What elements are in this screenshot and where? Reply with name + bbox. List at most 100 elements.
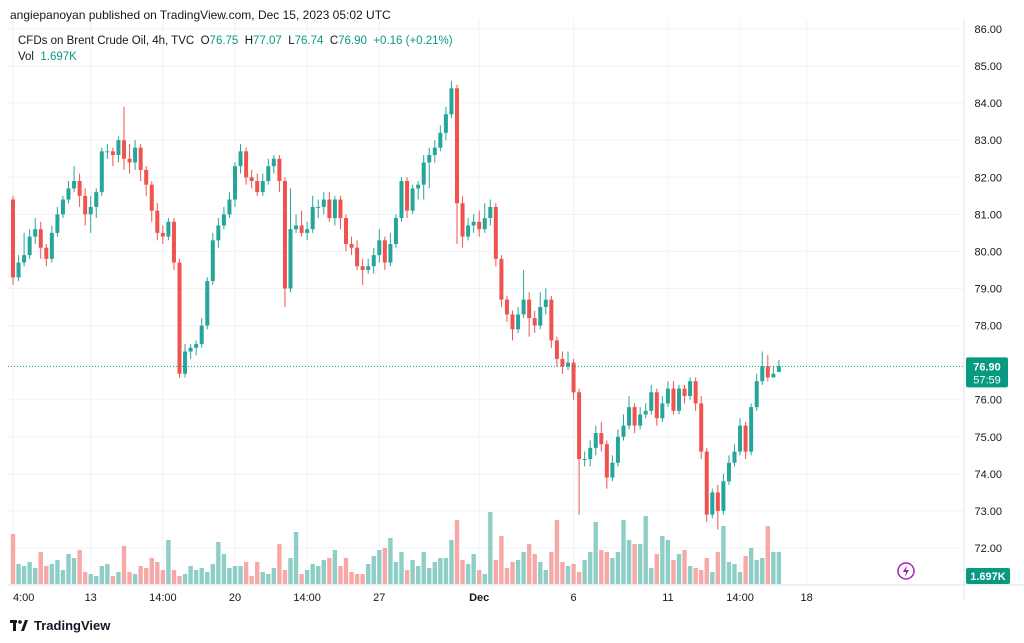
volume-bar (21, 566, 27, 584)
candle-body (238, 151, 243, 167)
volume-bar (521, 552, 526, 584)
volume-bar (615, 552, 621, 584)
candle-body (693, 381, 698, 404)
candle-body (510, 314, 515, 330)
volume-bar (676, 554, 682, 584)
y-tick-label: 78.00 (974, 321, 1002, 333)
symbol-name[interactable]: CFDs on Brent Crude Oil, 4h, TVC (18, 35, 195, 47)
candle-body (588, 447, 593, 460)
candle-body (554, 340, 559, 359)
candle-body (160, 232, 165, 237)
volume-bar (776, 552, 782, 584)
volume-bar (88, 574, 93, 584)
volume-bar (549, 552, 554, 584)
volume-bar (99, 566, 104, 584)
y-tick-label: 84.00 (974, 98, 1002, 110)
candle-body (22, 255, 27, 263)
volume-bar (710, 572, 715, 584)
candle-body (738, 425, 743, 452)
candle-body (615, 436, 620, 463)
candle-body (305, 229, 310, 233)
candle-body (765, 366, 770, 378)
candle-body (188, 347, 193, 352)
volume-bar (532, 554, 537, 584)
open-label: O (200, 35, 210, 47)
candle-body (33, 229, 38, 237)
footer-brand[interactable]: TradingView (10, 618, 110, 633)
candle-body (726, 462, 731, 482)
volume-bar (449, 540, 454, 584)
volume-bar (199, 568, 204, 584)
volume-bar (221, 554, 227, 584)
candle-body (271, 158, 276, 167)
volume-bar (465, 564, 471, 584)
volume-bar (599, 550, 604, 584)
volume-value: 1.697K (40, 51, 77, 63)
volume-bar (748, 548, 754, 584)
footer-brand-text: TradingView (34, 618, 111, 633)
candle-body (166, 221, 171, 237)
volume-bar (576, 572, 582, 584)
volume-bar (660, 536, 665, 584)
volume-bar (121, 546, 127, 584)
volume-bar (366, 564, 371, 584)
candle-body (466, 225, 471, 237)
volume-bar (155, 562, 160, 584)
candle-body (344, 218, 348, 245)
volume-bar (71, 558, 77, 584)
volume-bar (377, 550, 382, 584)
volume-bar (105, 564, 110, 584)
candle-body (155, 210, 160, 233)
volume-bar (16, 564, 21, 584)
chart-legend: CFDs on Brent Crude Oil, 4h, TVC O76.75 … (18, 33, 453, 65)
candle-body (649, 392, 654, 411)
candle-body (721, 481, 726, 511)
volume-line: Vol 1.697K (18, 49, 453, 65)
low-value: 76.74 (294, 35, 324, 47)
volume-bar (743, 556, 748, 584)
x-tick-label: 14:00 (726, 592, 754, 604)
candle-body (577, 392, 582, 460)
volume-bar (144, 568, 149, 584)
volume-bar (182, 574, 188, 584)
candle-body (38, 229, 43, 248)
volume-bar (682, 550, 687, 584)
candle-body (183, 351, 188, 374)
candle-body (355, 247, 360, 267)
candle-body (60, 199, 65, 215)
candle-body (194, 344, 199, 348)
candle-body (149, 184, 154, 211)
candle-body (199, 325, 204, 345)
x-tick-label: 14:00 (293, 592, 321, 604)
candle-body (516, 314, 521, 330)
volume-bar (166, 540, 171, 584)
volume-bar (127, 572, 132, 584)
candle-body (660, 403, 665, 419)
volume-bar (277, 544, 282, 584)
candle-body (760, 366, 765, 382)
candle-body (627, 407, 632, 426)
y-tick-label: 74.00 (974, 469, 1002, 481)
volume-bar (715, 552, 721, 584)
candle-body (77, 180, 82, 196)
y-tick-label: 72.00 (974, 543, 1002, 555)
x-tick-label: 13 (85, 592, 97, 604)
candle-body (44, 247, 49, 259)
volume-bar (693, 568, 698, 584)
candle-body (210, 240, 215, 282)
volume-bar (588, 552, 593, 584)
close-label: C (329, 35, 339, 47)
y-tick-label: 75.00 (974, 432, 1002, 444)
candle-body (560, 358, 565, 367)
candle-body (499, 258, 504, 300)
volume-bar (637, 544, 643, 584)
volume-bar (38, 552, 43, 584)
volume-bar (10, 534, 16, 584)
candle-body (677, 388, 681, 411)
candle-body (754, 381, 759, 408)
candle-body (338, 199, 343, 219)
candle-body (488, 206, 493, 219)
candle-body (571, 362, 576, 393)
volume-bar (438, 558, 443, 584)
